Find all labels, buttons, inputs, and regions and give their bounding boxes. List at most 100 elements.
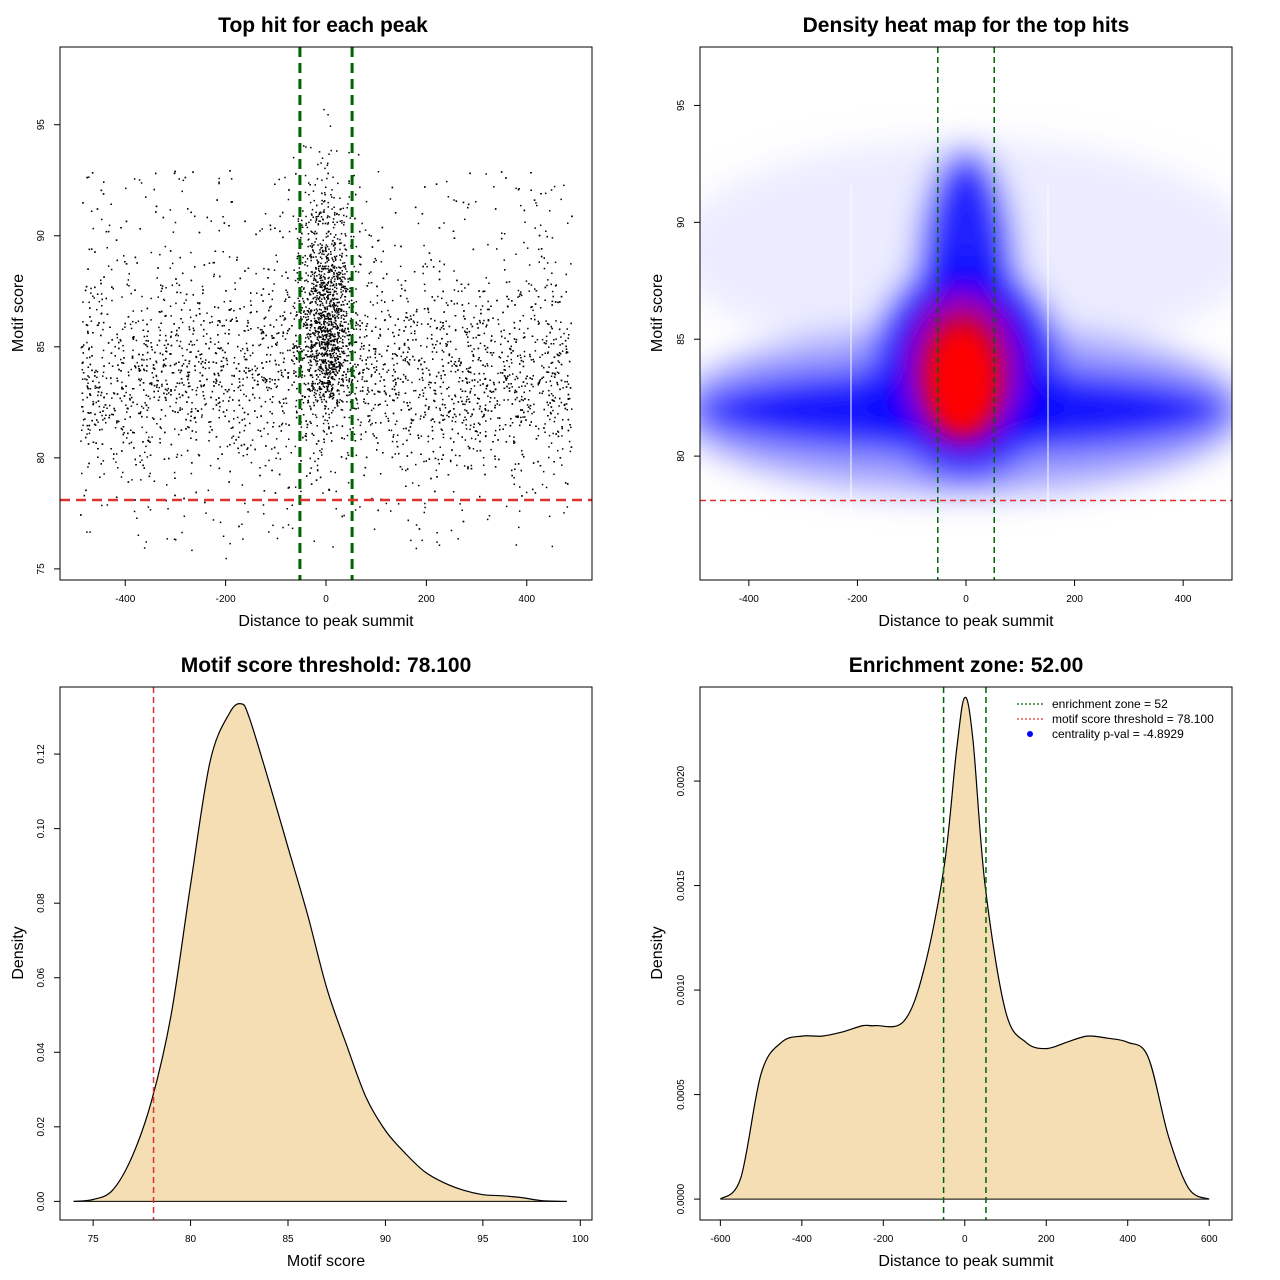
scatter-point [240,444,243,447]
scatter-point [108,414,111,417]
scatter-point [238,399,240,402]
scatter-point [114,355,116,357]
scatter-point [254,410,256,412]
scatter-point [273,283,275,285]
scatter-point [142,354,144,356]
scatter-point [465,377,467,379]
scatter-point [319,449,321,452]
scatter-point [313,387,315,389]
scatter-point [384,319,386,321]
scatter-point [371,363,373,365]
scatter-point [339,259,342,261]
scatter-point [442,436,445,439]
scatter-point [328,380,331,382]
scatter-point [422,379,424,381]
scatter-point [374,383,377,385]
scatter-point [330,281,332,283]
scatter-point [482,457,485,459]
scatter-point [515,338,518,341]
scatter-point [113,407,115,410]
scatter-point [316,292,319,294]
scatter-point [301,286,303,288]
scatter-point [372,407,375,410]
scatter-point [342,345,344,347]
scatter-point [418,378,421,381]
scatter-point [553,339,555,341]
scatter-point [305,215,307,218]
scatter-point [271,469,273,472]
scatter-point [449,459,452,462]
scatter-point [451,449,453,451]
scatter-point [323,341,326,344]
scatter-point [351,334,354,336]
scatter-point [310,255,313,258]
scatter-point [481,416,484,418]
scatter-point [324,347,327,349]
scatter-point [325,371,327,374]
scatter-point [507,399,509,401]
scatter-point [355,300,358,303]
scatter-point [310,408,312,411]
scatter-point [541,377,543,380]
scatter-point [155,211,157,213]
scatter-point [173,172,176,175]
scatter-point [101,218,103,221]
scatter-point [116,380,119,382]
scatter-point [375,366,378,368]
scatter-point [340,364,343,366]
scatter-point [194,266,196,268]
scatter-point [405,469,407,472]
scatter-point [278,425,281,428]
scatter-point [502,428,504,430]
scatter-point [404,392,407,394]
scatter-point [399,378,402,380]
scatter-point [423,416,425,418]
scatter-point [89,307,91,309]
scatter-point [428,406,430,408]
scatter-point [181,347,183,350]
scatter-point [412,355,414,358]
scatter-point [384,400,387,402]
scatter-point [153,480,156,482]
scatter-point [327,268,329,270]
scatter-point [387,417,389,420]
scatter-point [440,414,442,416]
scatter-point [505,379,507,381]
scatter-point [315,479,318,481]
scatter-point [325,302,328,304]
scatter-point [369,301,372,303]
scatter-point [243,330,245,332]
scatter-point [424,263,427,265]
scatter-point [202,335,205,337]
scatter-point [315,342,317,344]
scatter-point [320,274,322,276]
scatter-point [401,288,403,290]
scatter-point [178,284,181,286]
scatter-point [87,330,89,333]
scatter-point [555,433,557,435]
scatter-point [219,275,221,278]
scatter-point [322,335,324,338]
scatter-point [215,352,218,355]
scatter-point [122,441,125,444]
scatter-point [110,377,112,379]
scatter-point [310,364,313,367]
scatter-point [273,446,276,449]
scatter-point [408,429,410,432]
scatter-point [331,270,333,272]
scatter-point [315,268,317,270]
scatter-point [269,354,272,356]
scatter-point [329,361,331,364]
scatter-point [336,389,339,391]
scatter-point [442,433,445,435]
scatter-point [487,300,489,303]
scatter-point [256,292,258,294]
scatter-point [296,411,298,414]
scatter-point [427,408,430,410]
scatter-point [184,176,187,179]
scatter-point [390,429,393,432]
scatter-point [547,279,549,281]
scatter-point [89,388,92,390]
scatter-point [392,434,395,436]
scatter-point [370,235,372,237]
